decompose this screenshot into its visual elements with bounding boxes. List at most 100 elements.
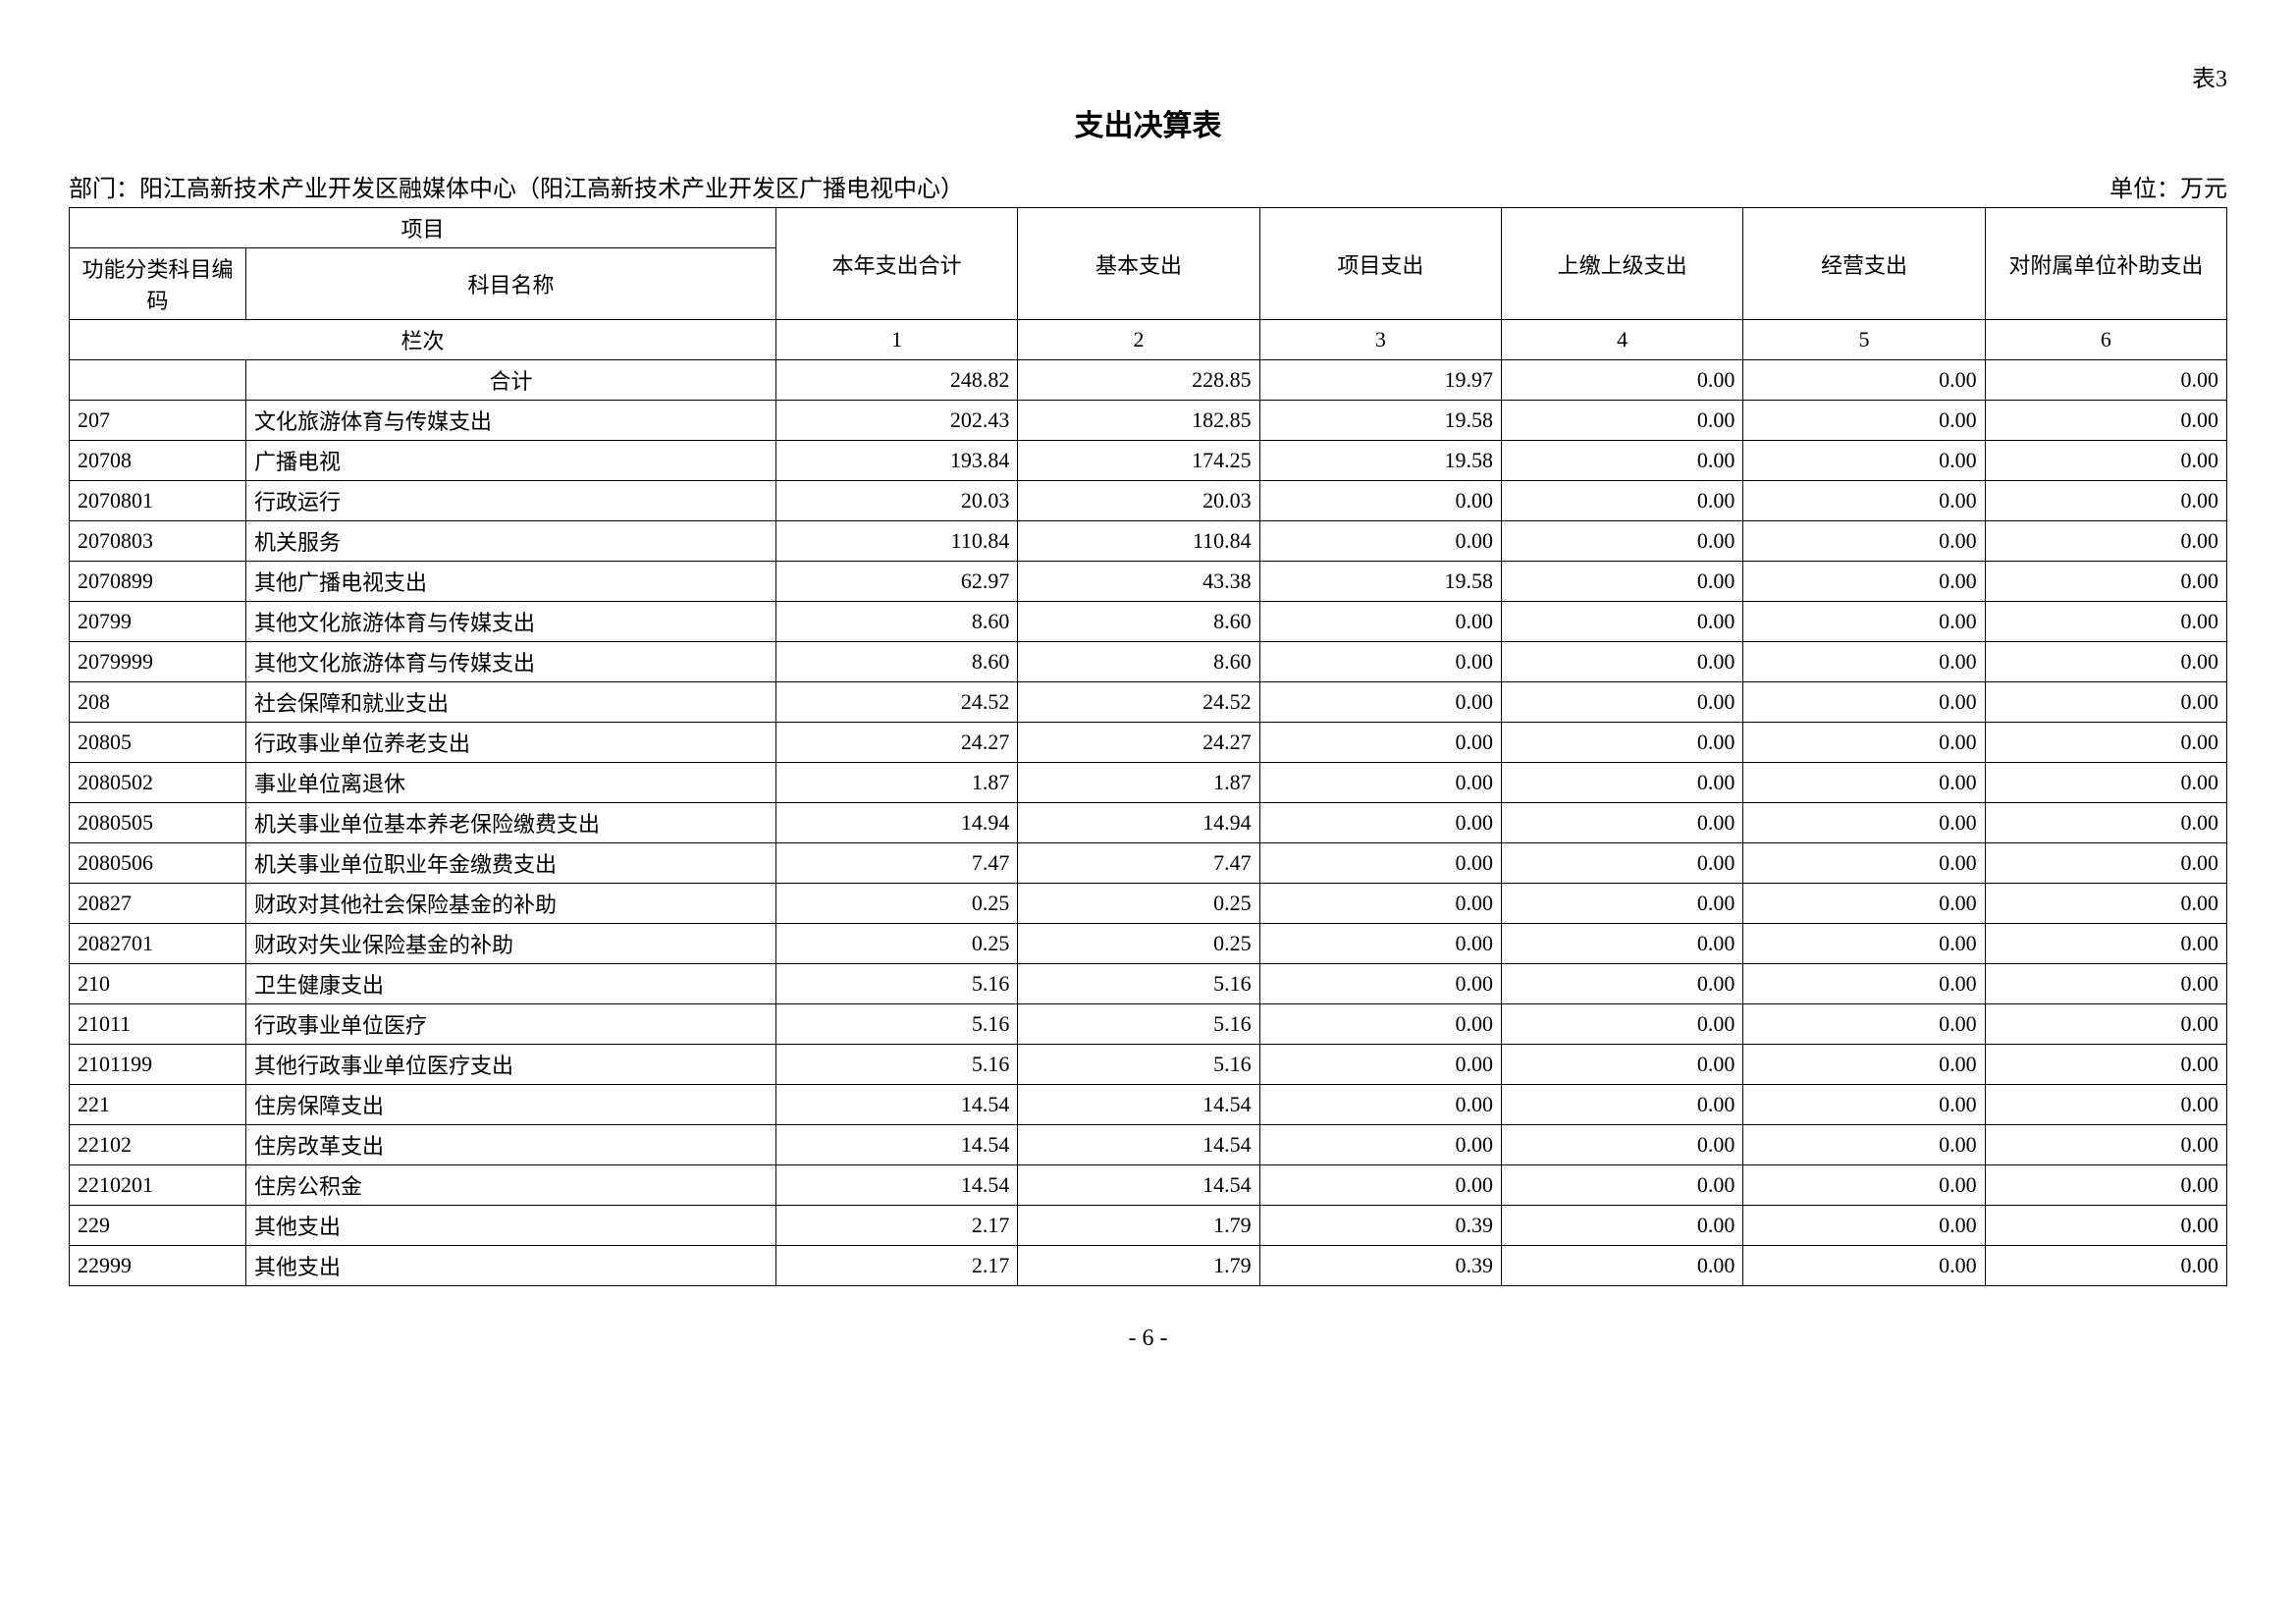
cell-value: 0.00 [1502,763,1743,803]
header-name: 科目名称 [246,248,776,320]
cell-value: 0.00 [1502,1246,1743,1286]
header-col3: 项目支出 [1259,208,1501,320]
colnum-5: 5 [1743,320,1985,360]
cell-value: 0.00 [1259,763,1501,803]
cell-value: 43.38 [1018,562,1259,602]
cell-value: 0.00 [1743,481,1985,521]
cell-value: 0.00 [1259,1125,1501,1165]
cell-value: 0.00 [1743,803,1985,843]
cell-name: 机关事业单位基本养老保险缴费支出 [246,803,776,843]
cell-value: 0.00 [1985,1045,2226,1085]
cell-value: 0.00 [1259,964,1501,1004]
cell-name: 行政事业单位医疗 [246,1004,776,1045]
cell-value: 0.00 [1985,884,2226,924]
table-row: 207文化旅游体育与传媒支出202.43182.8519.580.000.000… [70,401,2227,441]
table-row: 229其他支出2.171.790.390.000.000.00 [70,1206,2227,1246]
cell-name: 机关服务 [246,521,776,562]
table-row: 208社会保障和就业支出24.5224.520.000.000.000.00 [70,682,2227,723]
colnum-4: 4 [1502,320,1743,360]
cell-name: 卫生健康支出 [246,964,776,1004]
header-col6: 对附属单位补助支出 [1985,208,2226,320]
cell-value: 1.79 [1018,1246,1259,1286]
table-row: 221住房保障支出14.5414.540.000.000.000.00 [70,1085,2227,1125]
cell-value: 0.00 [1502,884,1743,924]
cell-value: 0.00 [1743,964,1985,1004]
cell-value: 0.00 [1743,562,1985,602]
cell-value: 174.25 [1018,441,1259,481]
cell-code: 2080505 [70,803,246,843]
cell-value: 0.00 [1502,964,1743,1004]
cell-value: 0.39 [1259,1246,1501,1286]
cell-value: 0.00 [1502,521,1743,562]
cell-value: 0.00 [1985,481,2226,521]
cell-value: 0.00 [1985,763,2226,803]
cell-value: 0.00 [1743,521,1985,562]
table-row: 2080506机关事业单位职业年金缴费支出7.477.470.000.000.0… [70,843,2227,884]
table-row: 合计248.82228.8519.970.000.000.00 [70,360,2227,401]
cell-value: 0.00 [1985,843,2226,884]
cell-value: 20.03 [1018,481,1259,521]
cell-value: 0.00 [1502,562,1743,602]
cell-code: 2079999 [70,642,246,682]
cell-value: 8.60 [1018,602,1259,642]
cell-value: 19.58 [1259,562,1501,602]
cell-name: 财政对其他社会保险基金的补助 [246,884,776,924]
cell-value: 0.00 [1502,360,1743,401]
table-row: 2080505机关事业单位基本养老保险缴费支出14.9414.940.000.0… [70,803,2227,843]
cell-code: 2070899 [70,562,246,602]
cell-name: 其他行政事业单位医疗支出 [246,1045,776,1085]
cell-value: 14.94 [1018,803,1259,843]
cell-code: 20805 [70,723,246,763]
cell-value: 0.00 [1502,1004,1743,1045]
cell-value: 0.00 [1985,1125,2226,1165]
cell-code: 207 [70,401,246,441]
column-number-row: 栏次 1 2 3 4 5 6 [70,320,2227,360]
table-row: 21011行政事业单位医疗5.165.160.000.000.000.00 [70,1004,2227,1045]
cell-code: 2080506 [70,843,246,884]
cell-value: 1.79 [1018,1206,1259,1246]
cell-value: 0.00 [1743,763,1985,803]
cell-value: 5.16 [776,1045,1018,1085]
cell-value: 19.58 [1259,401,1501,441]
cell-value: 0.00 [1259,1085,1501,1125]
cell-value: 14.54 [776,1085,1018,1125]
cell-value: 0.00 [1502,441,1743,481]
cell-value: 0.00 [1259,723,1501,763]
table-row: 2101199其他行政事业单位医疗支出5.165.160.000.000.000… [70,1045,2227,1085]
cell-value: 7.47 [776,843,1018,884]
cell-value: 5.16 [776,1004,1018,1045]
cell-code: 2101199 [70,1045,246,1085]
cell-value: 0.00 [1743,1004,1985,1045]
table-row: 20827财政对其他社会保险基金的补助0.250.250.000.000.000… [70,884,2227,924]
cell-value: 0.00 [1259,1045,1501,1085]
cell-value: 0.00 [1743,924,1985,964]
cell-value: 0.25 [776,884,1018,924]
cell-value: 0.00 [1259,924,1501,964]
cell-name: 其他支出 [246,1206,776,1246]
cell-value: 0.00 [1502,682,1743,723]
cell-value: 14.94 [776,803,1018,843]
table-row: 22102住房改革支出14.5414.540.000.000.000.00 [70,1125,2227,1165]
table-row: 20799其他文化旅游体育与传媒支出8.608.600.000.000.000.… [70,602,2227,642]
cell-value: 0.00 [1743,843,1985,884]
cell-value: 202.43 [776,401,1018,441]
cell-value: 0.00 [1259,843,1501,884]
cell-value: 0.00 [1743,884,1985,924]
cell-value: 0.00 [1743,1246,1985,1286]
cell-value: 0.00 [1502,723,1743,763]
cell-code: 2082701 [70,924,246,964]
cell-name: 合计 [246,360,776,401]
cell-code: 221 [70,1085,246,1125]
cell-value: 2.17 [776,1206,1018,1246]
cell-value: 0.00 [1743,1045,1985,1085]
cell-name: 住房保障支出 [246,1085,776,1125]
cell-value: 0.00 [1985,401,2226,441]
colnum-6: 6 [1985,320,2226,360]
cell-name: 社会保障和就业支出 [246,682,776,723]
table-row: 210卫生健康支出5.165.160.000.000.000.00 [70,964,2227,1004]
cell-code: 20799 [70,602,246,642]
cell-value: 0.25 [1018,924,1259,964]
cell-value: 5.16 [776,964,1018,1004]
cell-value: 0.00 [1502,1045,1743,1085]
table-row: 2070803机关服务110.84110.840.000.000.000.00 [70,521,2227,562]
